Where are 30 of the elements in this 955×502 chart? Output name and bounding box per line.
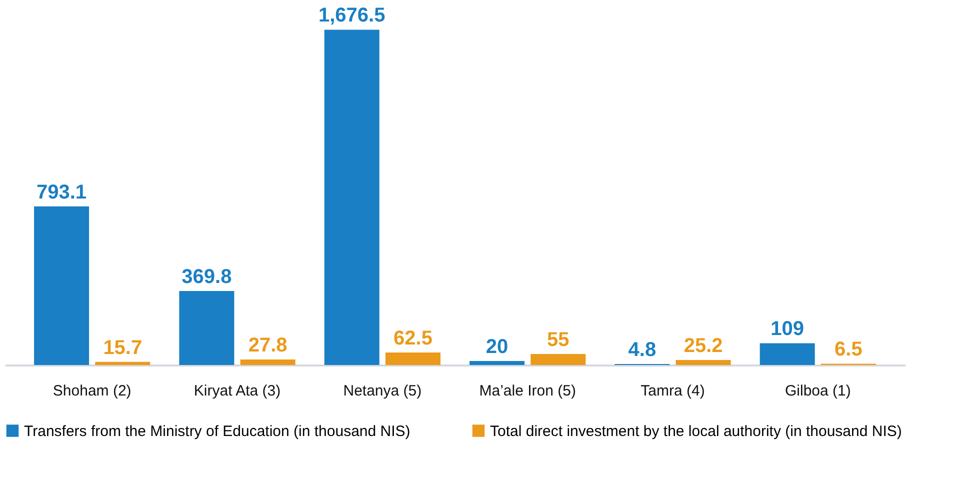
- bar: [34, 206, 90, 365]
- bar: [760, 343, 815, 365]
- x-tick-label: Kiryat Ata (3): [194, 382, 281, 400]
- data-label: 6.5: [834, 338, 862, 361]
- bar: [470, 361, 525, 365]
- bar: [385, 352, 440, 365]
- bar: [676, 360, 731, 365]
- x-tick-label: Ma’ale Iron (5): [479, 382, 576, 400]
- data-label: 27.8: [248, 334, 288, 356]
- bar: [179, 291, 234, 365]
- x-tick-label: Gilboa (1): [784, 382, 851, 400]
- data-label: 15.7: [103, 336, 142, 359]
- data-label: 20: [486, 336, 508, 358]
- bar: [95, 362, 150, 365]
- bar: [324, 30, 380, 365]
- data-label: 62.5: [394, 328, 432, 350]
- x-tick-label: Tamra (4): [640, 382, 705, 400]
- data-label: 55: [547, 329, 570, 351]
- bar: [530, 354, 586, 365]
- data-label: 793.1: [36, 181, 87, 204]
- data-label: 1,676.5: [318, 4, 386, 27]
- data-label: 109: [770, 318, 804, 340]
- data-label: 369.8: [182, 266, 232, 288]
- data-label: 25.2: [684, 334, 723, 357]
- legend-label: Total direct investment by the local authority (in thousand NIS): [490, 422, 902, 440]
- bar: [240, 359, 296, 365]
- x-tick-label: Shoham (2): [52, 382, 132, 400]
- legend-label: Transfers from the Ministry of Education (in thousand NIS): [24, 422, 410, 440]
- data-label: 4.8: [628, 339, 656, 362]
- x-tick-label: Netanya (5): [343, 382, 422, 400]
